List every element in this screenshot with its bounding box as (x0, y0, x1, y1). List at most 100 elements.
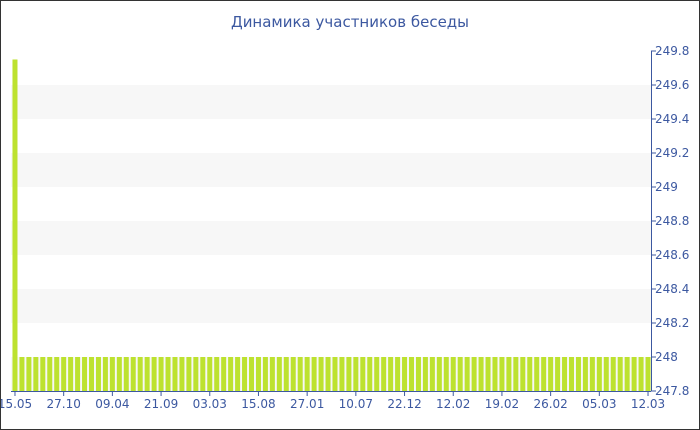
y-tick-label: 247.8 (655, 384, 689, 398)
bar (290, 357, 296, 391)
x-tick-label: 22.12 (387, 397, 421, 411)
grid-band (11, 289, 651, 323)
bar (144, 357, 150, 391)
bar (436, 357, 442, 391)
bar (374, 357, 380, 391)
y-tick-label: 249.4 (655, 112, 689, 126)
bar (589, 357, 595, 391)
grid-band (11, 221, 651, 255)
bar (492, 357, 498, 391)
bar (562, 357, 568, 391)
bar (165, 357, 171, 391)
bar (75, 357, 81, 391)
y-tick-label: 248.8 (655, 214, 689, 228)
x-tick-label: 10.07 (339, 397, 373, 411)
bar (381, 357, 387, 391)
bar (346, 357, 352, 391)
bar (429, 357, 435, 391)
y-tick-label: 249.2 (655, 146, 689, 160)
bar (269, 357, 275, 391)
bar (408, 357, 415, 391)
bar (248, 357, 255, 391)
bar (568, 357, 575, 391)
x-tick-label: 15.05 (1, 397, 32, 411)
bar (610, 357, 616, 391)
bar (179, 357, 185, 391)
bar (325, 357, 331, 391)
bar (102, 357, 108, 391)
bar (520, 357, 526, 391)
bar (207, 357, 213, 391)
bar (82, 357, 88, 391)
bar (255, 357, 261, 391)
bar (353, 357, 359, 391)
bar (624, 357, 630, 391)
bar (137, 357, 143, 391)
bar (582, 357, 588, 391)
bar (548, 357, 554, 391)
grid-band (11, 153, 651, 187)
bar (172, 357, 178, 391)
bar (388, 357, 394, 391)
bar (318, 357, 324, 391)
y-tick-label: 249 (655, 180, 678, 194)
bar (617, 357, 623, 391)
bar (235, 357, 241, 391)
y-tick-label: 248.2 (655, 316, 689, 330)
bar (499, 357, 505, 391)
bar (332, 357, 338, 391)
y-tick-label: 248.6 (655, 248, 689, 262)
bar (478, 357, 484, 391)
bar (506, 357, 512, 391)
bar (443, 357, 449, 391)
bar (367, 357, 373, 391)
bar (186, 357, 192, 391)
chart-title: Динамика участников беседы (230, 13, 470, 31)
bar (297, 357, 303, 391)
bar (61, 357, 67, 391)
bar (304, 357, 310, 391)
grid-band (11, 85, 651, 119)
bar (88, 357, 95, 391)
x-tick-label: 12.02 (436, 397, 470, 411)
bar (402, 357, 408, 391)
x-tick-label: 19.02 (485, 397, 519, 411)
bar (485, 357, 491, 391)
bar (283, 357, 289, 391)
bar (228, 357, 234, 391)
bar (645, 357, 651, 391)
bar (151, 357, 157, 391)
bar (214, 357, 220, 391)
bar (116, 357, 122, 391)
bar (40, 357, 46, 391)
bar (12, 59, 18, 391)
bar (527, 357, 533, 391)
bar (54, 357, 60, 391)
bar (457, 357, 463, 391)
bar (109, 357, 115, 391)
bar (276, 357, 282, 391)
bar (262, 357, 268, 391)
x-tick-label: 09.04 (95, 397, 129, 411)
bar (450, 357, 456, 391)
bar (596, 357, 602, 391)
bar (158, 357, 164, 391)
bar (26, 357, 32, 391)
y-tick-label: 249.8 (655, 44, 689, 58)
bar (242, 357, 248, 391)
y-tick-label: 248 (655, 350, 678, 364)
x-tick-label: 12.03 (631, 397, 665, 411)
bar (193, 357, 199, 391)
bar (33, 357, 39, 391)
bar (123, 357, 129, 391)
bar (68, 357, 74, 391)
bar (534, 357, 540, 391)
bar (200, 357, 206, 391)
x-tick-label: 03.03 (193, 397, 227, 411)
x-tick-label: 21.09 (144, 397, 178, 411)
bar (513, 357, 519, 391)
y-tick-label: 249.6 (655, 78, 689, 92)
bar (631, 357, 637, 391)
